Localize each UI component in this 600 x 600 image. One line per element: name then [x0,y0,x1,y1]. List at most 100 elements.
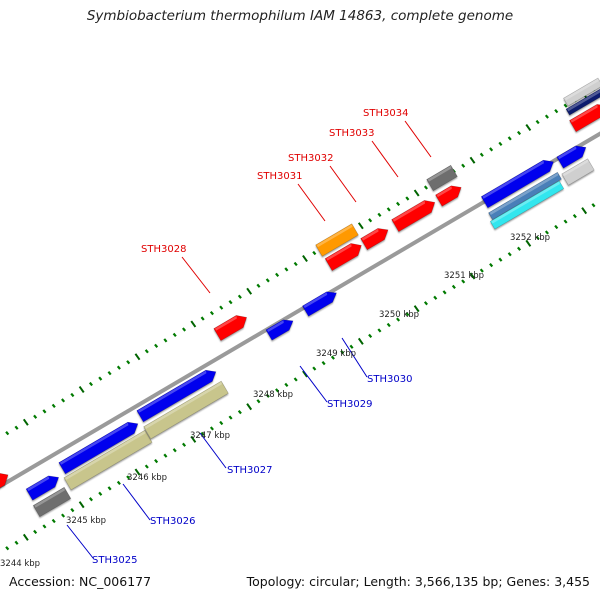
tick-mark [237,410,242,415]
tick-mark [219,305,224,310]
gene-label-sth3027[interactable]: STH3027 [227,465,272,476]
feature-blue-4-highlight [482,160,544,199]
feature-blue-5[interactable] [556,145,587,169]
label-callouts [66,120,432,559]
tick-mark [265,393,270,398]
feature-olive-2[interactable] [143,380,229,440]
tick-mark [22,418,29,426]
feature-blue-3[interactable] [136,369,217,423]
feature-red-sth3033[interactable] [391,200,436,233]
gene-label-sth3033[interactable]: STH3033 [329,128,374,139]
tick-mark [209,310,214,316]
tick-mark [525,239,532,247]
gene-label-sth3032[interactable]: STH3032 [288,153,333,164]
tick-mark [507,136,512,141]
tick-mark [386,322,391,328]
topology-text: Topology: circular; Length: 3,566,135 bp… [246,574,590,589]
tick-mark [172,448,177,453]
tick-mark [246,287,253,295]
tick-mark [293,377,298,382]
tick-mark [554,109,559,114]
feature-cyan-1[interactable] [489,180,565,230]
feature-gray-sth3034[interactable] [426,164,458,192]
feature-blue-1-highlight [27,476,50,492]
gene-label-sth3034[interactable]: STH3034 [363,108,408,119]
feature-blue-5-highlight [557,146,577,160]
feature-blue-sth3030[interactable] [302,291,337,317]
tick-mark [498,141,503,146]
feature-blue-1[interactable] [25,475,60,501]
feature-olive-2-highlight [144,381,222,429]
feature-blue-2[interactable] [58,421,139,475]
tick-mark [51,403,56,408]
tick-mark [489,263,494,268]
gene-label-sth3030[interactable]: STH3030 [367,374,412,385]
tick-mark [535,235,540,240]
tick-mark [469,272,476,280]
feature-red-right[interactable] [569,104,600,133]
feature-gray-1[interactable] [32,486,72,518]
tick-mark [190,320,197,328]
callout-sth3032 [329,165,357,203]
tick-mark [33,414,38,419]
gene-label-sth3031[interactable]: STH3031 [257,171,302,182]
tick-marks [5,87,596,551]
feature-navy-1[interactable] [565,88,600,116]
tick-mark [368,333,373,338]
tick-mark [182,442,187,447]
tick-mark [61,513,66,518]
tick-mark [78,501,85,509]
feature-lightgray-2[interactable] [563,77,600,107]
callout-sth3026 [122,483,151,521]
tick-mark [405,196,410,201]
tick-mark [22,533,29,541]
tick-mark [581,207,588,215]
callout-sth3025 [66,524,94,559]
feature-blue-4[interactable] [480,159,554,209]
tick-mark [507,252,512,257]
feature-navy-1-highlight [567,89,600,112]
tick-mark [423,185,428,190]
tick-label-3249: 3249 kbp [316,349,356,359]
tick-mark [209,426,214,431]
tick-mark [461,163,466,168]
gene-label-sth3025[interactable]: STH3025 [92,555,137,566]
feature-blue-sth3030-highlight [303,292,328,309]
tick-mark [563,219,568,224]
feature-track [0,77,600,518]
feature-orange-sth3031-highlight [316,224,353,248]
feature-orange-sth3031[interactable] [315,223,359,257]
feature-blue-sth3029[interactable] [265,319,294,341]
tick-mark [33,529,38,534]
feature-red-sth3031[interactable] [324,243,362,272]
tick-mark [377,212,382,217]
feature-lightgray-1-highlight [562,159,589,177]
tick-mark [525,123,532,132]
feature-lightgray-1[interactable] [561,158,595,186]
feature-red-left[interactable] [0,473,9,495]
gene-label-sth3029[interactable]: STH3029 [327,399,372,410]
tick-mark [451,284,456,289]
tick-mark [517,246,522,251]
callout-sth3027 [199,432,227,469]
feature-red-sth3034[interactable] [435,185,462,207]
tick-mark [126,360,131,365]
feature-steel-1-highlight [489,172,559,215]
gene-label-sth3026[interactable]: STH3026 [150,516,195,527]
feature-red-sth3033-highlight [392,200,426,222]
tick-mark [275,388,280,393]
feature-olive-1[interactable] [63,429,153,491]
tick-mark [51,518,56,524]
tick-mark [293,261,298,267]
tick-mark [321,361,326,366]
tick-mark [200,316,205,321]
tick-label-3247: 3247 kbp [190,431,230,441]
tick-mark [88,497,93,502]
tick-mark [312,250,317,256]
tick-label-3252: 3252 kbp [510,233,550,243]
gene-label-sth3028[interactable]: STH3028 [141,244,186,255]
feature-red-sth3028[interactable] [213,315,248,342]
tick-mark [116,365,121,370]
feature-red-sth3032[interactable] [360,228,389,251]
